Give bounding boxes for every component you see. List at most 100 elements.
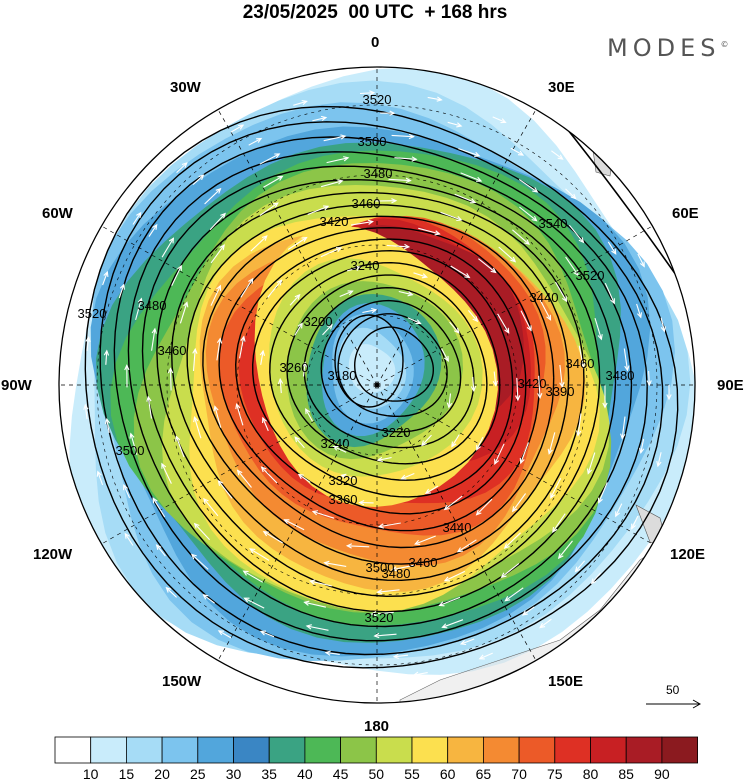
wind-arrow bbox=[202, 594, 215, 604]
lon-label-90e: 90E bbox=[717, 377, 744, 394]
wind-arrow bbox=[449, 321, 460, 334]
wind-arrow bbox=[424, 485, 439, 494]
wind-arrow bbox=[586, 452, 596, 475]
wind-arrow bbox=[312, 115, 328, 122]
wind-arrow bbox=[323, 560, 347, 567]
geopotential-contours bbox=[84, 105, 679, 669]
wind-vectors bbox=[83, 90, 672, 679]
contour-label: 3200 bbox=[304, 314, 333, 329]
wind-arrow bbox=[171, 264, 182, 286]
wind-arrow bbox=[460, 172, 483, 182]
wind-arrow bbox=[124, 532, 134, 546]
wind-arrow bbox=[559, 364, 565, 389]
contour-label: 3460 bbox=[158, 343, 187, 358]
lon-label-120e: 120E bbox=[670, 546, 706, 563]
wind-arrow bbox=[519, 206, 538, 222]
wind-arrow bbox=[102, 270, 109, 286]
wind-arrow bbox=[492, 371, 499, 387]
wind-arrow bbox=[602, 385, 608, 409]
wind-arrow bbox=[388, 177, 412, 184]
colorbar-swatch bbox=[268, 736, 306, 764]
contour-line bbox=[156, 178, 601, 598]
graticule bbox=[59, 67, 695, 703]
wind-arrow bbox=[520, 310, 532, 332]
wind-arrow bbox=[345, 543, 370, 549]
contour-label: 3500 bbox=[366, 560, 395, 575]
wind-arrow bbox=[262, 416, 269, 432]
wind-arrow bbox=[515, 377, 521, 402]
contour-label: 3500 bbox=[358, 134, 387, 149]
wind-arrow bbox=[278, 659, 294, 666]
wind-arrow bbox=[213, 405, 222, 428]
contour-line bbox=[320, 299, 462, 433]
wind-arrow bbox=[167, 367, 174, 391]
wind-arrow bbox=[358, 499, 374, 506]
wind-arrow bbox=[259, 202, 279, 217]
wind-arrow bbox=[557, 540, 573, 560]
contour-label: 3500 bbox=[116, 443, 145, 458]
wind-arrow bbox=[600, 196, 611, 209]
wind-arrow bbox=[551, 150, 564, 160]
wind-arrow bbox=[307, 205, 330, 216]
wind-arrow bbox=[83, 403, 89, 419]
wind-arrow bbox=[210, 244, 225, 264]
colorbar-swatch bbox=[482, 736, 520, 764]
contour-label: 3520 bbox=[363, 92, 392, 107]
colorbar-swatch bbox=[411, 736, 449, 764]
lon-label-120w: 120W bbox=[33, 546, 73, 563]
wind-arrow bbox=[323, 134, 347, 142]
wind-arrow bbox=[467, 310, 479, 323]
wind-arrow bbox=[637, 253, 645, 268]
colorbar-swatch bbox=[126, 736, 163, 764]
lon-label-90w: 90W bbox=[1, 377, 32, 394]
colorbar-tick-label: 45 bbox=[332, 766, 349, 782]
colorbar-swatch bbox=[197, 736, 234, 764]
wind-arrow bbox=[512, 229, 530, 246]
wind-arrow bbox=[250, 235, 268, 252]
wind-arrow bbox=[373, 198, 398, 204]
wind-arrow bbox=[277, 377, 284, 394]
wind-arrow bbox=[123, 484, 131, 499]
lon-label-180: 180 bbox=[364, 718, 390, 735]
contour-label: 3520 bbox=[78, 306, 107, 321]
wind-arrow bbox=[660, 317, 666, 333]
colorbar-swatch bbox=[554, 736, 591, 764]
wind-arrow bbox=[267, 279, 283, 298]
wind-arrow bbox=[450, 265, 471, 279]
wind-arrow bbox=[539, 618, 552, 629]
wind-arrow bbox=[478, 652, 493, 660]
wind-arrow bbox=[124, 364, 130, 388]
wind-arrow bbox=[203, 497, 219, 517]
meridian bbox=[376, 384, 653, 545]
wind-arrow bbox=[155, 544, 166, 557]
wind-arrow bbox=[309, 579, 332, 587]
contour-line bbox=[141, 165, 617, 613]
wind-arrow bbox=[249, 548, 270, 561]
lon-label-150e: 150E bbox=[548, 673, 584, 690]
wind-arrow bbox=[165, 586, 177, 598]
colorbar-tick-label: 25 bbox=[190, 766, 206, 782]
wind-arrow bbox=[478, 258, 497, 274]
wind-arrow bbox=[324, 650, 340, 656]
contour-label: 3460 bbox=[566, 356, 595, 371]
colorbar-tick-label: 65 bbox=[475, 766, 492, 782]
wind-arrow bbox=[297, 473, 311, 483]
wind-arrow bbox=[552, 513, 566, 533]
brand-mark: © bbox=[720, 40, 729, 49]
wind-arrow bbox=[440, 211, 463, 222]
contour-label: 3260 bbox=[280, 360, 309, 375]
map-title: 23/05/2025 00 UTC + 168 hrs bbox=[242, 2, 508, 23]
contour-line bbox=[202, 215, 555, 549]
wind-arrow bbox=[259, 349, 266, 365]
wind-arrow bbox=[504, 587, 524, 602]
colorbar-swatch bbox=[340, 736, 377, 764]
contour-line bbox=[170, 191, 585, 582]
wind-arrow bbox=[193, 415, 202, 439]
wind-arrow bbox=[301, 361, 308, 377]
wind-arrow bbox=[248, 137, 263, 146]
wind-arrow bbox=[217, 479, 233, 499]
colorbar-swatch bbox=[90, 736, 127, 764]
reference-vector-arrow bbox=[646, 699, 702, 709]
pole-marker bbox=[374, 382, 380, 388]
